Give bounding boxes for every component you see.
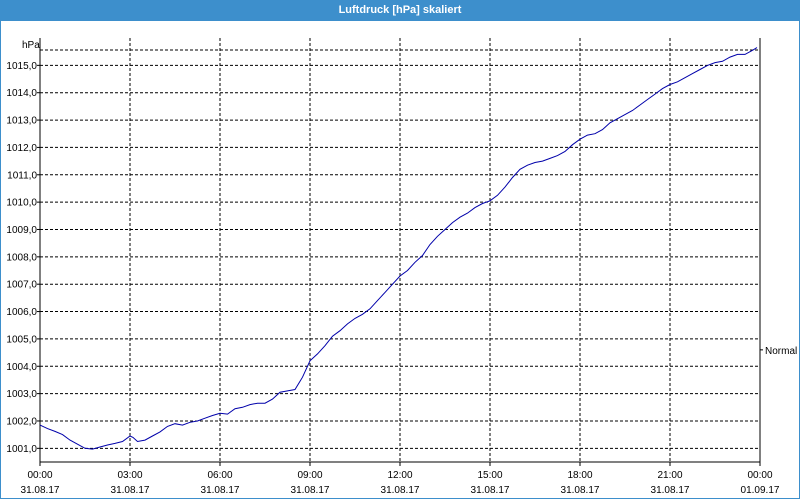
y-tick-label: 1013,0 <box>6 116 37 127</box>
y-tick-label: 1002,0 <box>6 416 37 427</box>
y-tick-label: 1010,0 <box>6 198 37 209</box>
y-tick-label: 1011,0 <box>7 170 37 181</box>
y-tick-label: 1008,0 <box>6 252 37 263</box>
x-tick-date: 31.08.17 <box>561 485 600 496</box>
grid-lines <box>39 38 761 462</box>
y-tick-label: 1005,0 <box>6 334 37 345</box>
x-tick-date: 31.08.17 <box>291 485 330 496</box>
y-tick-label: 1006,0 <box>6 307 37 318</box>
x-tick-date: 31.08.17 <box>471 485 510 496</box>
y-tick-label: 1009,0 <box>6 225 37 236</box>
y-tick-label: 1015,0 <box>6 61 37 72</box>
y-tick-label: 1014,0 <box>6 88 37 99</box>
normal-label: Normal <box>765 346 797 357</box>
x-tick-date: 31.08.17 <box>381 485 420 496</box>
y-axis-label: hPa <box>22 40 40 51</box>
annotation-group: Normal <box>760 346 797 357</box>
x-tick-time: 03:00 <box>117 470 142 481</box>
x-tick-date: 31.08.17 <box>21 485 60 496</box>
x-tick-time: 21:00 <box>657 470 682 481</box>
x-tick-time: 12:00 <box>387 470 412 481</box>
x-tick-date: 31.08.17 <box>111 485 150 496</box>
x-tick-date: 31.08.17 <box>201 485 240 496</box>
x-tick-date: 31.08.17 <box>651 485 690 496</box>
chart-title: Luftdruck [hPa] skaliert <box>0 0 800 21</box>
x-tick-labels: 00:00 31.08.17 03:00 31.08.17 06:00 31.08.17 0… <box>21 470 780 496</box>
y-tick-label: 1012,0 <box>6 143 37 154</box>
x-tick-time: 06:00 <box>207 470 232 481</box>
y-tick-label: 1003,0 <box>6 389 37 400</box>
x-tick-date: 01.09.17 <box>741 485 780 496</box>
y-tick-labels: 1001,0 1002,0 1003,0 1004,0 1005,0 1006,0 1007… <box>6 61 37 455</box>
y-tick-label: 1004,0 <box>6 362 37 373</box>
x-tick-time: 15:00 <box>477 470 502 481</box>
y-tick-label: 1007,0 <box>6 280 37 291</box>
axes <box>37 38 761 466</box>
x-tick-time: 18:00 <box>567 470 592 481</box>
x-tick-time: 00:00 <box>747 470 772 481</box>
y-tick-label: 1001,0 <box>6 444 37 455</box>
x-tick-time: 00:00 <box>27 470 52 481</box>
x-tick-time: 09:00 <box>297 470 322 481</box>
series-line <box>39 47 758 450</box>
